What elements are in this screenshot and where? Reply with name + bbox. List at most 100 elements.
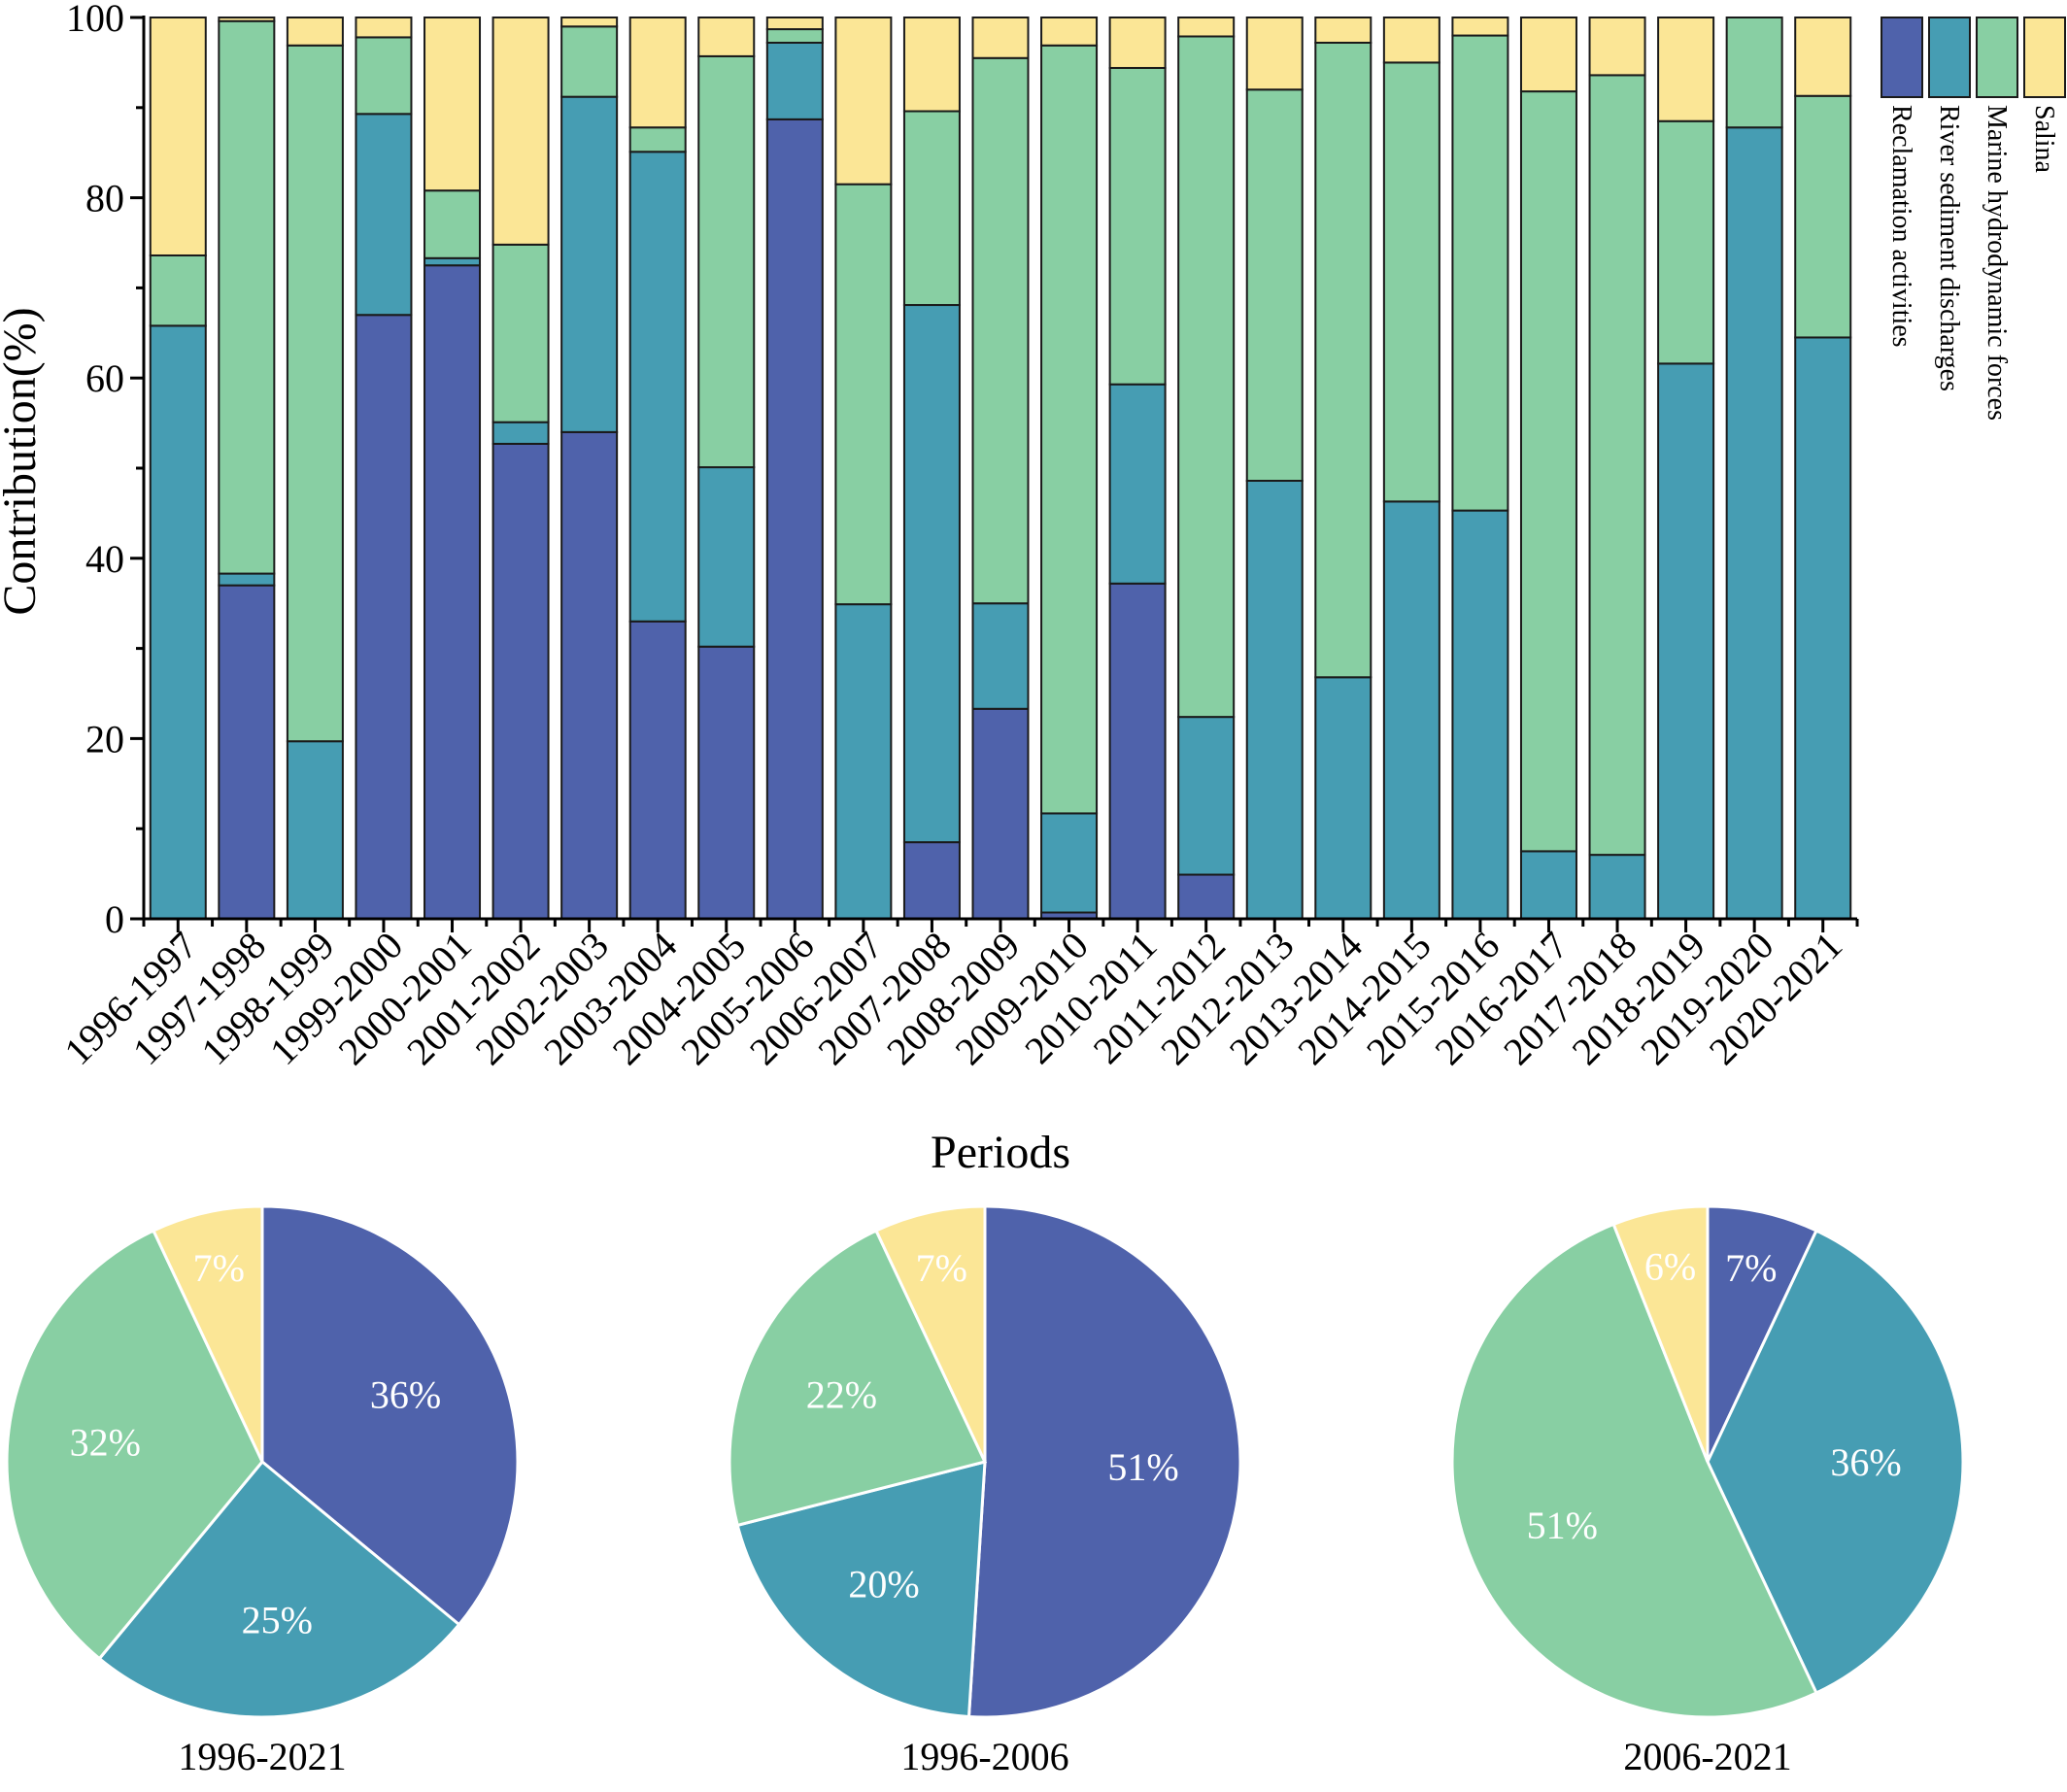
bar-salina-2013-2014 [1314, 17, 1372, 44]
pie-label-river-sediment-discharges: 20% [848, 1563, 919, 1606]
y-tick-label: 100 [66, 0, 124, 40]
pie-label-salina: 7% [193, 1246, 245, 1290]
bar-salina-2002-2003 [560, 17, 619, 28]
bar-salina-2012-2013 [1245, 17, 1304, 91]
bar-marine-hydrodynamic-forces-2017-2018 [1588, 74, 1646, 857]
pie-slice-marine-hydrodynamic-forces [5, 1229, 264, 1661]
pie-period-label: 2006-2021 [1623, 1735, 1791, 1778]
bar-salina-2006-2007 [834, 17, 893, 186]
bar-marine-hydrodynamic-forces-2012-2013 [1245, 88, 1304, 482]
pie-label-river-sediment-discharges: 25% [242, 1598, 313, 1641]
bar-reclamation-activities-2004-2005 [697, 645, 756, 920]
bar-reclamation-activities-2010-2011 [1108, 582, 1167, 921]
bar-marine-hydrodynamic-forces-2014-2015 [1382, 61, 1440, 503]
bar-salina-2001-2002 [491, 17, 550, 246]
pie-label-marine-hydrodynamic-forces: 32% [70, 1421, 141, 1465]
bar-salina-2010-2011 [1108, 17, 1167, 69]
legend-swatch-reclamation-activities [1881, 17, 1923, 98]
bar-river-sediment-discharges-2011-2012 [1177, 716, 1236, 876]
legend-label-marine-hydrodynamic-forces: Marine hydrodynamic forces [1982, 105, 2012, 421]
bar-salina-2011-2012 [1177, 17, 1236, 38]
pie-label-salina: 6% [1644, 1244, 1696, 1288]
bar-river-sediment-discharges-1998-1999 [286, 740, 344, 920]
pie-slice-salina [152, 1204, 264, 1463]
pie-slice-marine-hydrodynamic-forces [1450, 1222, 1818, 1719]
y-tick-label: 60 [85, 356, 124, 400]
bar-river-sediment-discharges-2002-2003 [560, 95, 619, 433]
bar-river-sediment-discharges-2004-2005 [697, 466, 756, 648]
bar-salina-2008-2009 [971, 17, 1030, 59]
y-tick-label: 20 [85, 717, 124, 761]
legend-swatch-river-sediment-discharges [1928, 17, 1971, 98]
bar-reclamation-activities-2008-2009 [971, 707, 1030, 921]
stacked-bar-chart: 1996-19971997-19981998-19991999-20002000… [0, 0, 1859, 1178]
bar-reclamation-activities-2003-2004 [628, 620, 687, 920]
bar-salina-2004-2005 [697, 17, 756, 57]
y-tick-label: 40 [85, 537, 124, 581]
bar-marine-hydrodynamic-forces-2003-2004 [628, 126, 687, 153]
legend-swatch-marine-hydrodynamic-forces [1976, 17, 2018, 98]
bar-reclamation-activities-1999-2000 [355, 314, 413, 920]
bar-marine-hydrodynamic-forces-2010-2011 [1108, 66, 1167, 386]
pie-chart-1996-2006: 51% 20% 22% 7% 1996-2006 [728, 1204, 1242, 1778]
pie-period-label: 1996-2021 [178, 1735, 346, 1778]
bar-river-sediment-discharges-2014-2015 [1382, 500, 1440, 921]
legend-label-reclamation-activities: Reclamation activities [1886, 105, 1916, 348]
bar-salina-2014-2015 [1382, 17, 1440, 64]
bar-marine-hydrodynamic-forces-2002-2003 [560, 25, 619, 98]
bar-salina-1999-2000 [355, 17, 413, 39]
bar-salina-1996-1997 [149, 17, 207, 256]
pie-slice-marine-hydrodynamic-forces [728, 1229, 988, 1528]
bar-river-sediment-discharges-2001-2002 [491, 421, 550, 445]
bar-river-sediment-discharges-1997-1998 [218, 572, 276, 587]
bar-river-sediment-discharges-2009-2010 [1040, 812, 1099, 914]
bar-salina-2000-2001 [424, 17, 482, 192]
pie-period-label: 1996-2006 [900, 1735, 1068, 1778]
bar-marine-hydrodynamic-forces-2018-2019 [1657, 119, 1715, 365]
bar-river-sediment-discharges-2006-2007 [834, 603, 893, 920]
pie-slice-river-sediment-discharges [1706, 1229, 1965, 1695]
bar-salina-2018-2019 [1657, 17, 1715, 122]
bar-salina-2003-2004 [628, 17, 687, 129]
pie-label-reclamation-activities: 36% [370, 1373, 441, 1417]
bar-river-sediment-discharges-2003-2004 [628, 151, 687, 623]
bar-reclamation-activities-2011-2012 [1177, 873, 1236, 921]
legend-swatch-salina [2023, 17, 2066, 98]
bar-reclamation-activities-2005-2006 [765, 118, 824, 921]
y-tick-label: 0 [105, 897, 124, 941]
x-axis-label: Periods [931, 1127, 1070, 1178]
bar-river-sediment-discharges-2018-2019 [1657, 362, 1715, 921]
pie-label-marine-hydrodynamic-forces: 51% [1527, 1504, 1598, 1547]
bar-salina-2005-2006 [765, 17, 824, 31]
bar-marine-hydrodynamic-forces-2016-2017 [1519, 90, 1577, 853]
legend: Reclamation activities River sediment dis… [1881, 17, 2066, 421]
bar-river-sediment-discharges-2012-2013 [1245, 479, 1304, 920]
bar-river-sediment-discharges-2010-2011 [1108, 383, 1167, 585]
bar-marine-hydrodynamic-forces-2011-2012 [1177, 35, 1236, 719]
pie-slice-river-sediment-discharges [97, 1459, 461, 1719]
bar-salina-2007-2008 [902, 17, 961, 113]
legend-label-river-sediment-discharges: River sediment discharges [1934, 105, 1964, 391]
pie-slice-reclamation-activities [1706, 1204, 1818, 1463]
bar-marine-hydrodynamic-forces-2020-2021 [1794, 94, 1852, 339]
y-axis-label: Contribution(%) [0, 307, 46, 615]
bar-salina-2020-2021 [1794, 17, 1852, 97]
bar-salina-1998-1999 [286, 17, 344, 47]
bar-river-sediment-discharges-2007-2008 [902, 304, 961, 844]
bar-marine-hydrodynamic-forces-1997-1998 [218, 19, 276, 575]
bar-marine-hydrodynamic-forces-2015-2016 [1451, 34, 1509, 512]
bar-river-sediment-discharges-1996-1997 [149, 324, 207, 920]
bar-river-sediment-discharges-1999-2000 [355, 113, 413, 317]
pie-chart-1996-2021: 36% 25% 32% 7% 1996-2021 [5, 1204, 520, 1778]
bar-river-sediment-discharges-2015-2016 [1451, 509, 1509, 920]
bar-reclamation-activities-1997-1998 [218, 584, 276, 920]
bar-salina-1997-1998 [218, 17, 276, 22]
bar-marine-hydrodynamic-forces-1996-1997 [149, 254, 207, 327]
bar-river-sediment-discharges-2008-2009 [971, 602, 1030, 710]
y-tick-label: 80 [85, 177, 124, 220]
pie-label-marine-hydrodynamic-forces: 22% [806, 1373, 877, 1417]
bar-marine-hydrodynamic-forces-2001-2002 [491, 243, 550, 423]
pie-label-reclamation-activities: 51% [1107, 1445, 1178, 1489]
